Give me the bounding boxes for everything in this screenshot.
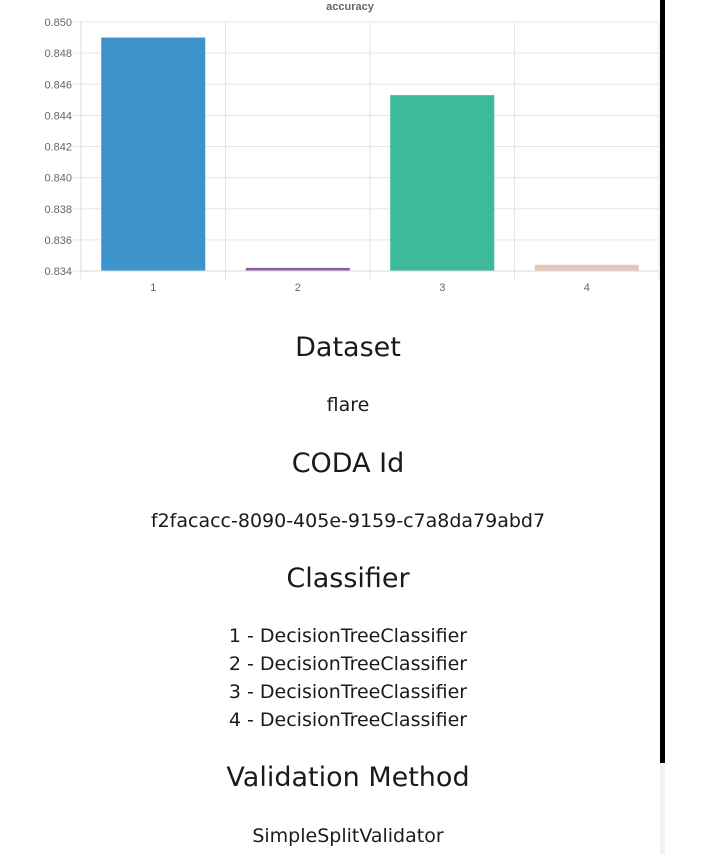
y-tick-label: 0.838	[44, 204, 72, 216]
accuracy-chart-svg: accuracy 0.850 0.848 0.846 0.844 0.842 0.840 0.…	[44, 1, 660, 294]
y-tick-label: 0.848	[44, 48, 72, 60]
classifier-heading: Classifier	[286, 563, 410, 594]
classifier-list: 1 - DecisionTreeClassifier 2 - DecisionT…	[0, 622, 696, 734]
dataset-value: flare	[326, 394, 370, 416]
scrollbar-lower	[660, 763, 665, 854]
y-tick-label: 0.834	[44, 266, 72, 278]
coda-id-heading: CODA Id	[291, 448, 405, 479]
bar-1	[101, 37, 206, 271]
classifier-item: 4 - DecisionTreeClassifier	[228, 709, 468, 731]
bar-4	[534, 264, 639, 271]
x-tick-label: 4	[584, 282, 590, 294]
coda-id-value: f2facacc-8090-405e-9159-c7a8da79abd7	[150, 510, 546, 532]
y-tick-label: 0.842	[44, 142, 72, 154]
classifier-item: 1 - DecisionTreeClassifier	[228, 625, 468, 647]
validation-method-heading: Validation Method	[226, 762, 470, 793]
bar-2	[245, 267, 350, 271]
x-tick-label: 2	[295, 282, 301, 294]
validation-method-value: SimpleSplitValidator	[252, 825, 444, 847]
x-tick-label: 3	[439, 282, 445, 294]
chart-title: accuracy	[326, 1, 375, 13]
y-tick-label: 0.844	[44, 110, 72, 122]
y-tick-label: 0.836	[44, 235, 72, 247]
classifier-item: 2 - DecisionTreeClassifier	[228, 653, 468, 675]
classifier-item: 3 - DecisionTreeClassifier	[228, 681, 468, 703]
y-tick-label: 0.846	[44, 79, 72, 91]
dataset-heading: Dataset	[295, 332, 401, 363]
accuracy-chart: accuracy 0.850 0.848 0.846 0.844 0.842 0.840 0.…	[0, 0, 662, 300]
x-tick-label: 1	[150, 282, 156, 294]
scrollbar-track[interactable]	[660, 0, 665, 763]
bar-3	[390, 95, 495, 271]
y-tick-label: 0.840	[44, 173, 72, 185]
y-tick-label: 0.850	[44, 17, 72, 29]
